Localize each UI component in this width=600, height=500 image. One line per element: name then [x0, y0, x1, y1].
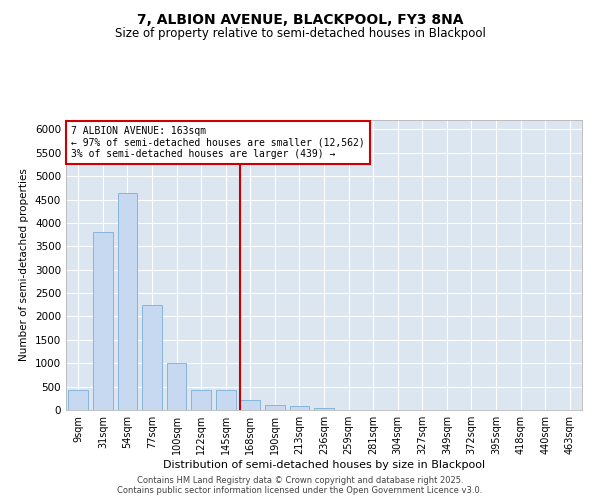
Text: 7 ALBION AVENUE: 163sqm
← 97% of semi-detached houses are smaller (12,562)
3% of: 7 ALBION AVENUE: 163sqm ← 97% of semi-de…: [71, 126, 365, 159]
Text: Size of property relative to semi-detached houses in Blackpool: Size of property relative to semi-detach…: [115, 28, 485, 40]
Bar: [167, 363, 187, 410]
Bar: [314, 408, 334, 410]
Bar: [265, 406, 284, 410]
Bar: [290, 406, 309, 410]
Bar: [191, 390, 211, 410]
Bar: [142, 305, 162, 410]
Bar: [68, 390, 88, 410]
Y-axis label: Number of semi-detached properties: Number of semi-detached properties: [19, 168, 29, 362]
X-axis label: Distribution of semi-detached houses by size in Blackpool: Distribution of semi-detached houses by …: [163, 460, 485, 470]
Text: 7, ALBION AVENUE, BLACKPOOL, FY3 8NA: 7, ALBION AVENUE, BLACKPOOL, FY3 8NA: [137, 12, 463, 26]
Bar: [118, 192, 137, 410]
Bar: [216, 390, 236, 410]
Bar: [241, 400, 260, 410]
Text: Contains HM Land Registry data © Crown copyright and database right 2025.
Contai: Contains HM Land Registry data © Crown c…: [118, 476, 482, 495]
Bar: [93, 232, 113, 410]
